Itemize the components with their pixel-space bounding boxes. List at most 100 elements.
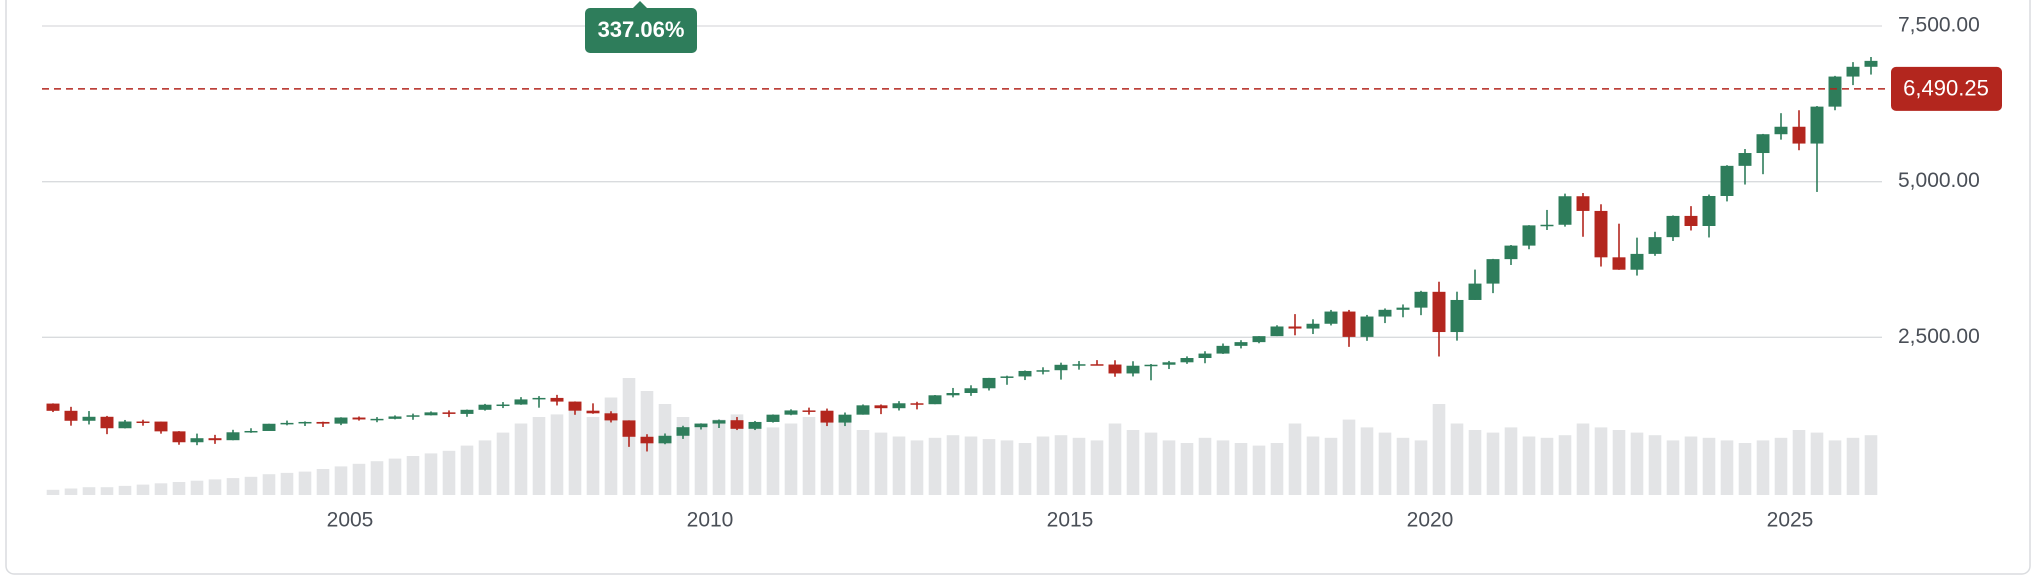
candle-body bbox=[604, 413, 618, 421]
volume-bar bbox=[1054, 435, 1068, 495]
volume-bar bbox=[730, 414, 744, 495]
volume-bar bbox=[1522, 436, 1536, 495]
candle-body bbox=[838, 414, 852, 423]
volume-bar bbox=[1270, 443, 1284, 495]
volume-bar bbox=[208, 479, 222, 495]
candle-body bbox=[640, 436, 654, 444]
volume-bar bbox=[1000, 440, 1014, 495]
volume-bar bbox=[1594, 427, 1608, 495]
volume-bar bbox=[820, 410, 834, 495]
candle-body bbox=[1450, 299, 1464, 333]
candle-body bbox=[334, 417, 348, 424]
volume-bar bbox=[1630, 432, 1644, 495]
volume-bar bbox=[1540, 437, 1554, 495]
volume-bar bbox=[874, 432, 888, 495]
volume-bar bbox=[748, 423, 762, 495]
candle-body bbox=[64, 410, 78, 421]
candle-body bbox=[1576, 196, 1590, 211]
volume-bar bbox=[1828, 440, 1842, 495]
candle-body bbox=[1468, 283, 1482, 300]
volume-bar bbox=[1864, 435, 1878, 495]
change-label: 337.06% bbox=[598, 17, 685, 42]
volume-bar bbox=[1432, 404, 1446, 495]
candle-body bbox=[460, 409, 474, 414]
candle-body bbox=[1846, 66, 1860, 77]
volume-bar bbox=[784, 423, 798, 495]
candle-body bbox=[1090, 364, 1104, 366]
volume-bar bbox=[676, 417, 690, 495]
y-tick-label: 7,500.00 bbox=[1898, 14, 1980, 37]
volume-bar bbox=[1576, 423, 1590, 495]
price-label: 6,490.25 bbox=[1903, 76, 1989, 101]
candle-body bbox=[712, 420, 726, 424]
volume-bar bbox=[1720, 440, 1734, 495]
volume-bar bbox=[1288, 423, 1302, 495]
volume-bar bbox=[460, 445, 474, 495]
volume-bar bbox=[100, 487, 114, 495]
candle-body bbox=[658, 435, 672, 444]
candle-body bbox=[1486, 259, 1500, 284]
candle-body bbox=[1810, 106, 1824, 144]
candle-body bbox=[136, 421, 150, 424]
candle-body bbox=[244, 430, 258, 433]
candle-body bbox=[1378, 309, 1392, 317]
candle-body bbox=[1162, 362, 1176, 365]
candle-body bbox=[730, 420, 744, 429]
candle-body bbox=[370, 418, 384, 421]
volume-bar bbox=[1252, 445, 1266, 495]
volume-bar bbox=[154, 483, 168, 495]
candle-body bbox=[208, 438, 222, 441]
candle-body bbox=[118, 421, 132, 429]
volume-bar bbox=[1198, 437, 1212, 495]
candle-body bbox=[478, 404, 492, 410]
candle-body bbox=[406, 415, 420, 417]
volume-bar bbox=[1558, 435, 1572, 495]
candle-body bbox=[424, 412, 438, 416]
candle-body bbox=[1252, 336, 1266, 343]
volume-bar bbox=[694, 423, 708, 495]
volume-bar bbox=[172, 482, 186, 495]
x-tick-label: 2025 bbox=[1767, 509, 1814, 532]
candle-body bbox=[586, 410, 600, 414]
volume-bar bbox=[388, 458, 402, 495]
candle-body bbox=[1270, 326, 1284, 337]
candle-body bbox=[1738, 153, 1752, 166]
candle-body bbox=[226, 432, 240, 441]
volume-bar bbox=[946, 435, 960, 495]
volume-bar bbox=[1306, 436, 1320, 495]
candle-body bbox=[1180, 358, 1194, 363]
change-badge-arrow bbox=[632, 1, 648, 9]
volume-layer bbox=[46, 378, 1878, 495]
candle-body bbox=[1558, 196, 1572, 225]
volume-bar bbox=[1450, 423, 1464, 495]
y-tick-label: 5,000.00 bbox=[1898, 169, 1980, 192]
volume-bar bbox=[928, 437, 942, 495]
candle-body bbox=[1828, 76, 1842, 107]
volume-bar bbox=[1216, 440, 1230, 495]
candle-body bbox=[172, 431, 186, 443]
volume-bar bbox=[1018, 443, 1032, 495]
candle-body bbox=[352, 417, 366, 420]
candle-body bbox=[784, 410, 798, 415]
volume-bar bbox=[370, 461, 384, 495]
candle-body bbox=[1774, 126, 1788, 135]
candle-body bbox=[1018, 370, 1032, 377]
candle-body bbox=[622, 420, 636, 437]
candle-body bbox=[82, 416, 96, 421]
grid-layer: 2,500.00 5,000.00 7,500.00 2005 2010 2015 2020… bbox=[42, 14, 1980, 532]
candle-body bbox=[1324, 311, 1338, 324]
volume-bar bbox=[442, 450, 456, 495]
overlay-layer: 6,490.25 337.06% bbox=[42, 1, 2002, 111]
y-tick-label: 2,500.00 bbox=[1898, 325, 1980, 348]
volume-bar bbox=[1846, 437, 1860, 495]
candle-body bbox=[496, 404, 510, 407]
x-tick-label: 2005 bbox=[327, 509, 374, 532]
volume-bar bbox=[802, 417, 816, 495]
candle-body bbox=[1234, 342, 1248, 346]
volume-bar bbox=[352, 463, 366, 495]
candle-body bbox=[1360, 316, 1374, 337]
volume-bar bbox=[424, 453, 438, 495]
candle-layer bbox=[46, 57, 1878, 452]
volume-bar bbox=[1666, 440, 1680, 495]
candle-body bbox=[1396, 307, 1410, 310]
